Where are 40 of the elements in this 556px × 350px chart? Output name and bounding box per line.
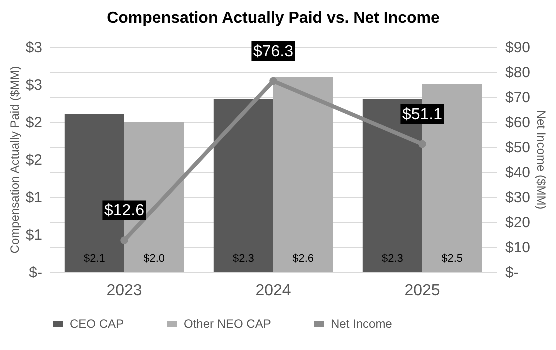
- y-axis-title: Compensation Actually Paid ($MM): [8, 66, 22, 254]
- x-tick-label: 2025: [404, 282, 440, 300]
- y2-tick-label: $70: [506, 90, 531, 106]
- y2-tick-label: $10: [506, 240, 531, 256]
- bar: [214, 100, 274, 272]
- point: [418, 140, 426, 148]
- data-label: $12.6: [104, 202, 145, 220]
- y2-tick-label: $30: [506, 190, 531, 206]
- y2-tick-label: $-: [506, 264, 519, 282]
- y-tick-label: $3: [26, 40, 42, 56]
- y-tick-label: $2: [26, 114, 42, 132]
- x-tick-label: 2024: [256, 282, 292, 300]
- y2-tick-label: $40: [506, 164, 531, 182]
- y-tick-label: $3: [26, 77, 42, 94]
- y-tick-label: $1: [26, 190, 42, 206]
- x-tick-label: 2023: [106, 282, 142, 300]
- y2-tick-label: $80: [506, 64, 531, 82]
- legend-label: Net Income: [331, 317, 393, 331]
- legend-label: Other NEO CAP: [184, 317, 272, 331]
- bar: [274, 77, 334, 272]
- y-tick-label: $-: [29, 264, 42, 282]
- data-label: $76.3: [253, 43, 294, 60]
- y-tick-label: $1: [26, 227, 42, 244]
- data-label: $51.1: [402, 106, 443, 124]
- y2-tick-label: $20: [506, 214, 531, 232]
- data-label: $2.1: [84, 253, 106, 265]
- y2-tick-label: $60: [506, 114, 531, 132]
- chart-title: Compensation Actually Paid vs. Net Income: [107, 10, 440, 27]
- y2-axis-title: Net Income ($MM): [534, 110, 549, 210]
- point: [270, 77, 278, 86]
- data-label: $2.3: [382, 253, 404, 265]
- y2-tick-label: $50: [506, 140, 531, 156]
- data-label: $2.3: [232, 253, 254, 265]
- y2-tick-label: $90: [506, 40, 531, 56]
- legend-label: CEO CAP: [70, 317, 124, 331]
- data-label: $2.0: [144, 253, 166, 265]
- point: [120, 236, 128, 244]
- data-label: $2.5: [442, 253, 464, 265]
- data-label: $2.6: [292, 253, 314, 265]
- y-tick-label: $2: [26, 152, 42, 169]
